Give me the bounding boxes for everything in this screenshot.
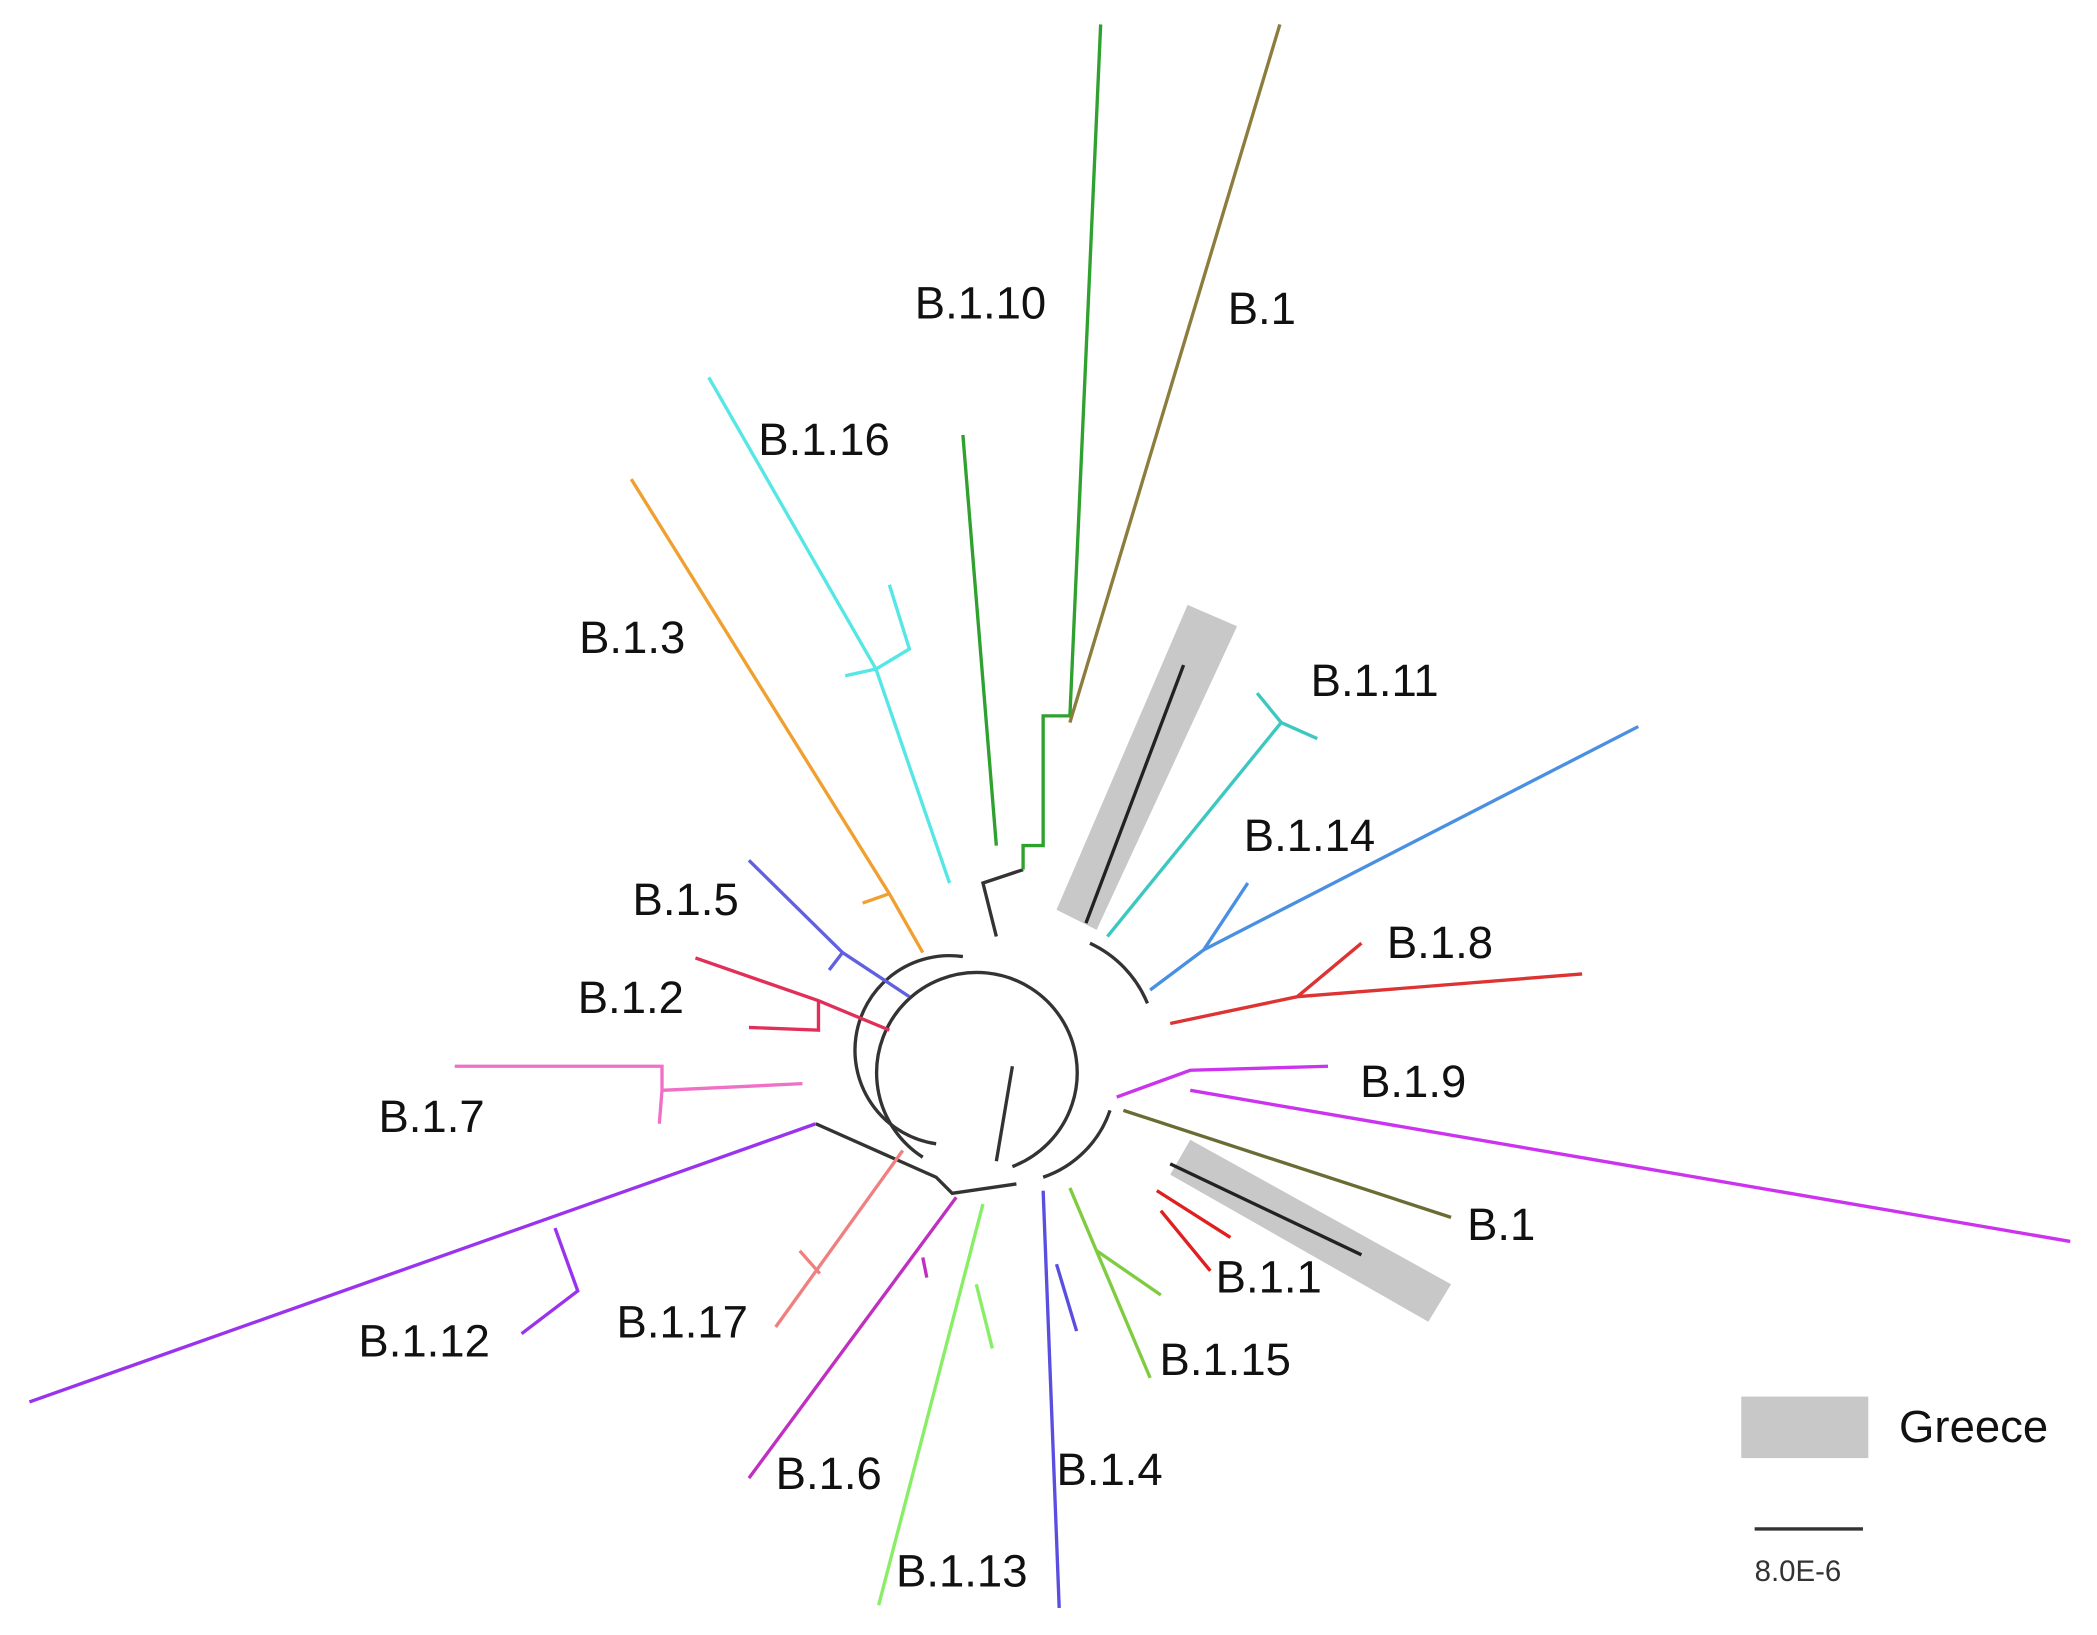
- branch: [774, 1149, 905, 1329]
- branch: [1106, 692, 1318, 938]
- branch: [28, 1122, 817, 1404]
- clade-label: B.1.14: [1244, 810, 1375, 861]
- branch: [454, 1064, 803, 1124]
- highlight-band: [1056, 604, 1238, 930]
- branch: [694, 956, 890, 1032]
- clade-label: B.1.15: [1160, 1334, 1291, 1385]
- legend-label: Greece: [1899, 1401, 2048, 1452]
- branch: [1068, 23, 1282, 724]
- branch: [1169, 941, 1583, 1026]
- branch: [877, 1203, 994, 1606]
- root-arc: [874, 970, 1079, 1169]
- clade-label: B.1: [1467, 1199, 1535, 1250]
- branch: [1116, 1064, 2071, 1244]
- branch: [1122, 1108, 1452, 1219]
- clade-label: B.1.6: [776, 1448, 882, 1499]
- scale-label: 8.0E-6: [1755, 1555, 1842, 1588]
- clade-label: B.1.9: [1360, 1056, 1466, 1107]
- clade-label: B.1.4: [1057, 1444, 1163, 1495]
- legend-swatch: [1741, 1396, 1869, 1459]
- clade-label: B.1.11: [1311, 655, 1439, 706]
- clade-label: B.1.3: [579, 612, 685, 663]
- clade-label: B.1.1: [1216, 1251, 1322, 1302]
- branch: [1068, 1187, 1162, 1379]
- clade-label: B.1.16: [758, 414, 889, 465]
- inner-branch: [815, 868, 1150, 1196]
- greece-branch: [1084, 664, 1363, 1257]
- clade-label: B.1.2: [578, 972, 684, 1023]
- clade-label: B.1.10: [915, 278, 1046, 329]
- branch: [1149, 725, 1640, 992]
- branch: [961, 24, 1103, 870]
- clade-label: B.1.12: [358, 1315, 489, 1366]
- branch: [1041, 1190, 1079, 1608]
- branch: [629, 478, 925, 954]
- clade-label: B.1.7: [378, 1091, 484, 1142]
- branch: [707, 376, 952, 884]
- clade-label: B.1.17: [617, 1297, 748, 1348]
- clade-label: B.1.13: [896, 1545, 1027, 1596]
- clade-label: B.1.8: [1387, 917, 1493, 968]
- clade-label: B.1: [1228, 283, 1296, 334]
- branch: [747, 859, 911, 999]
- branch: [1155, 1189, 1232, 1272]
- branch: [747, 1196, 958, 1480]
- clade-label: B.1.5: [633, 874, 739, 925]
